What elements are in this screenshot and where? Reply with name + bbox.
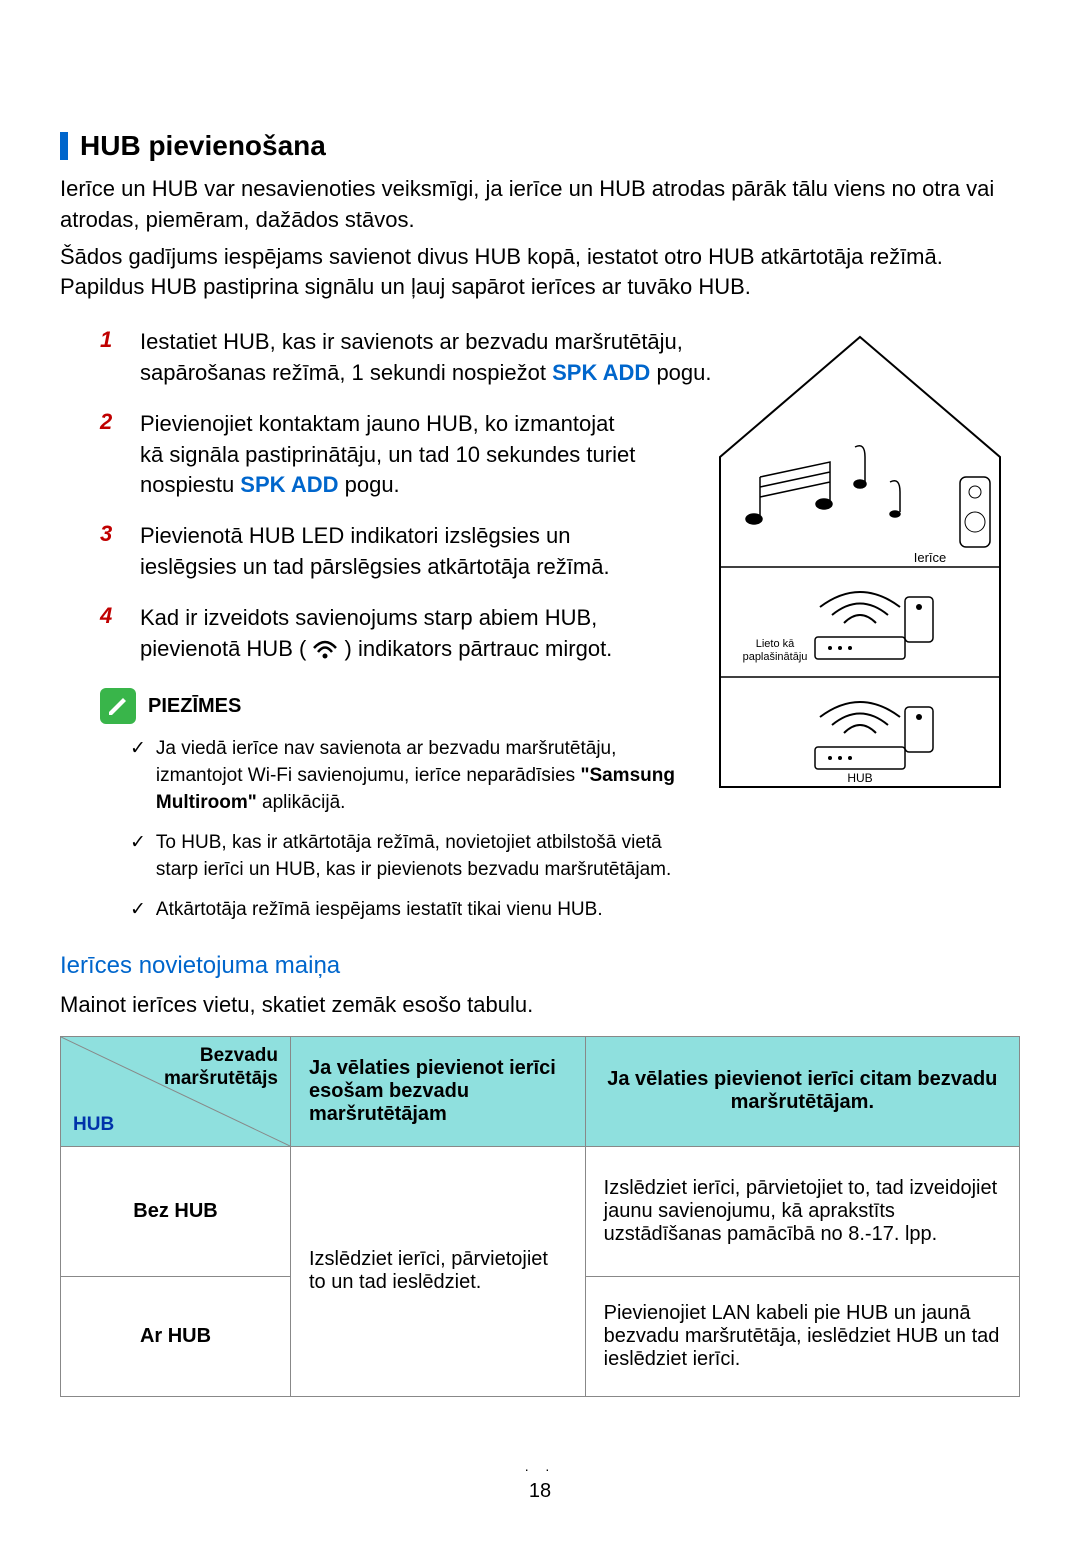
placement-table: Bezvadumaršrutētājs HUB Ja vēlaties piev… [60, 1036, 1020, 1397]
check-icon: ✓ [130, 897, 146, 924]
step-item: 2 Pievienojiet kontaktam jauno HUB, ko i… [100, 409, 640, 501]
step-number: 2 [100, 409, 120, 501]
pencil-icon [100, 688, 136, 724]
notes-block: PIEZĪMES ✓ Ja viedā ierīce nav savienota… [60, 688, 700, 924]
house-diagram: Ierīce Lieto kā paplašinātāju HUB [700, 327, 1020, 807]
step-number: 1 [100, 327, 120, 389]
table-row-label: Bez HUB [61, 1146, 291, 1276]
table-col-header: Ja vēlaties pievienot ierīci citam bezva… [585, 1036, 1019, 1146]
step-item: 1 Iestatiet HUB, kas ir savienots ar bez… [100, 327, 720, 389]
section-title: HUB pievienošana [80, 130, 326, 162]
intro-p2: Šādos gadījums iespējams savienot divus … [60, 242, 1020, 304]
table-row-label: Ar HUB [61, 1276, 291, 1396]
section-bar [60, 132, 68, 160]
page-number: · ·18 [60, 1457, 1020, 1503]
step-text: Pievienojiet kontaktam jauno HUB, ko izm… [140, 409, 640, 501]
intro-p1: Ierīce un HUB var nesavienoties veiksmīg… [60, 174, 1020, 236]
section-header: HUB pievienošana [60, 130, 1020, 162]
diagram-hub-label: HUB [847, 771, 872, 785]
note-item: ✓ Atkārtotāja režīmā iespējams iestatīt … [100, 897, 700, 924]
table-cell: Pievienojiet LAN kabeli pie HUB un jaunā… [585, 1276, 1019, 1396]
check-icon: ✓ [130, 736, 146, 816]
table-cell: Izslēdziet ierīci, pārvietojiet to un ta… [291, 1146, 586, 1396]
notes-header: PIEZĪMES [100, 688, 700, 724]
step-item: 4 Kad ir izveidots savienojums starp abi… [100, 603, 640, 665]
table-cell: Izslēdziet ierīci, pārvietojiet to, tad … [585, 1146, 1019, 1276]
diagram-repeater-l2: paplašinātāju [743, 651, 808, 663]
step-text: Pievienotā HUB LED indikatori izslēgsies… [140, 521, 640, 583]
notes-title: PIEZĪMES [148, 695, 241, 718]
step-text: Kad ir izveidots savienojums starp abiem… [140, 603, 640, 665]
check-icon: ✓ [130, 830, 146, 883]
step-number: 3 [100, 521, 120, 583]
table-diagonal-header: Bezvadumaršrutētājs HUB [61, 1036, 291, 1146]
diagram-device-label: Ierīce [914, 550, 947, 565]
diagram-repeater-l1: Lieto kā [756, 638, 795, 650]
content-wrap: Ierīce Lieto kā paplašinātāju HUB 1 [60, 327, 1020, 924]
subsection-title: Ierīces novietojuma maiņa [60, 952, 1020, 980]
note-item: ✓ Ja viedā ierīce nav savienota ar bezva… [100, 736, 700, 816]
step-item: 3 Pievienotā HUB LED indikatori izslēgsi… [100, 521, 640, 583]
table-intro: Mainot ierīces vietu, skatiet zemāk esoš… [60, 992, 1020, 1018]
note-item: ✓ To HUB, kas ir atkārtotāja režīmā, nov… [100, 830, 700, 883]
wifi-icon [312, 640, 338, 660]
step-number: 4 [100, 603, 120, 665]
table-col-header: Ja vēlaties pievienot ierīci esošam bezv… [291, 1036, 586, 1146]
step-text: Iestatiet HUB, kas ir savienots ar bezva… [140, 327, 720, 389]
